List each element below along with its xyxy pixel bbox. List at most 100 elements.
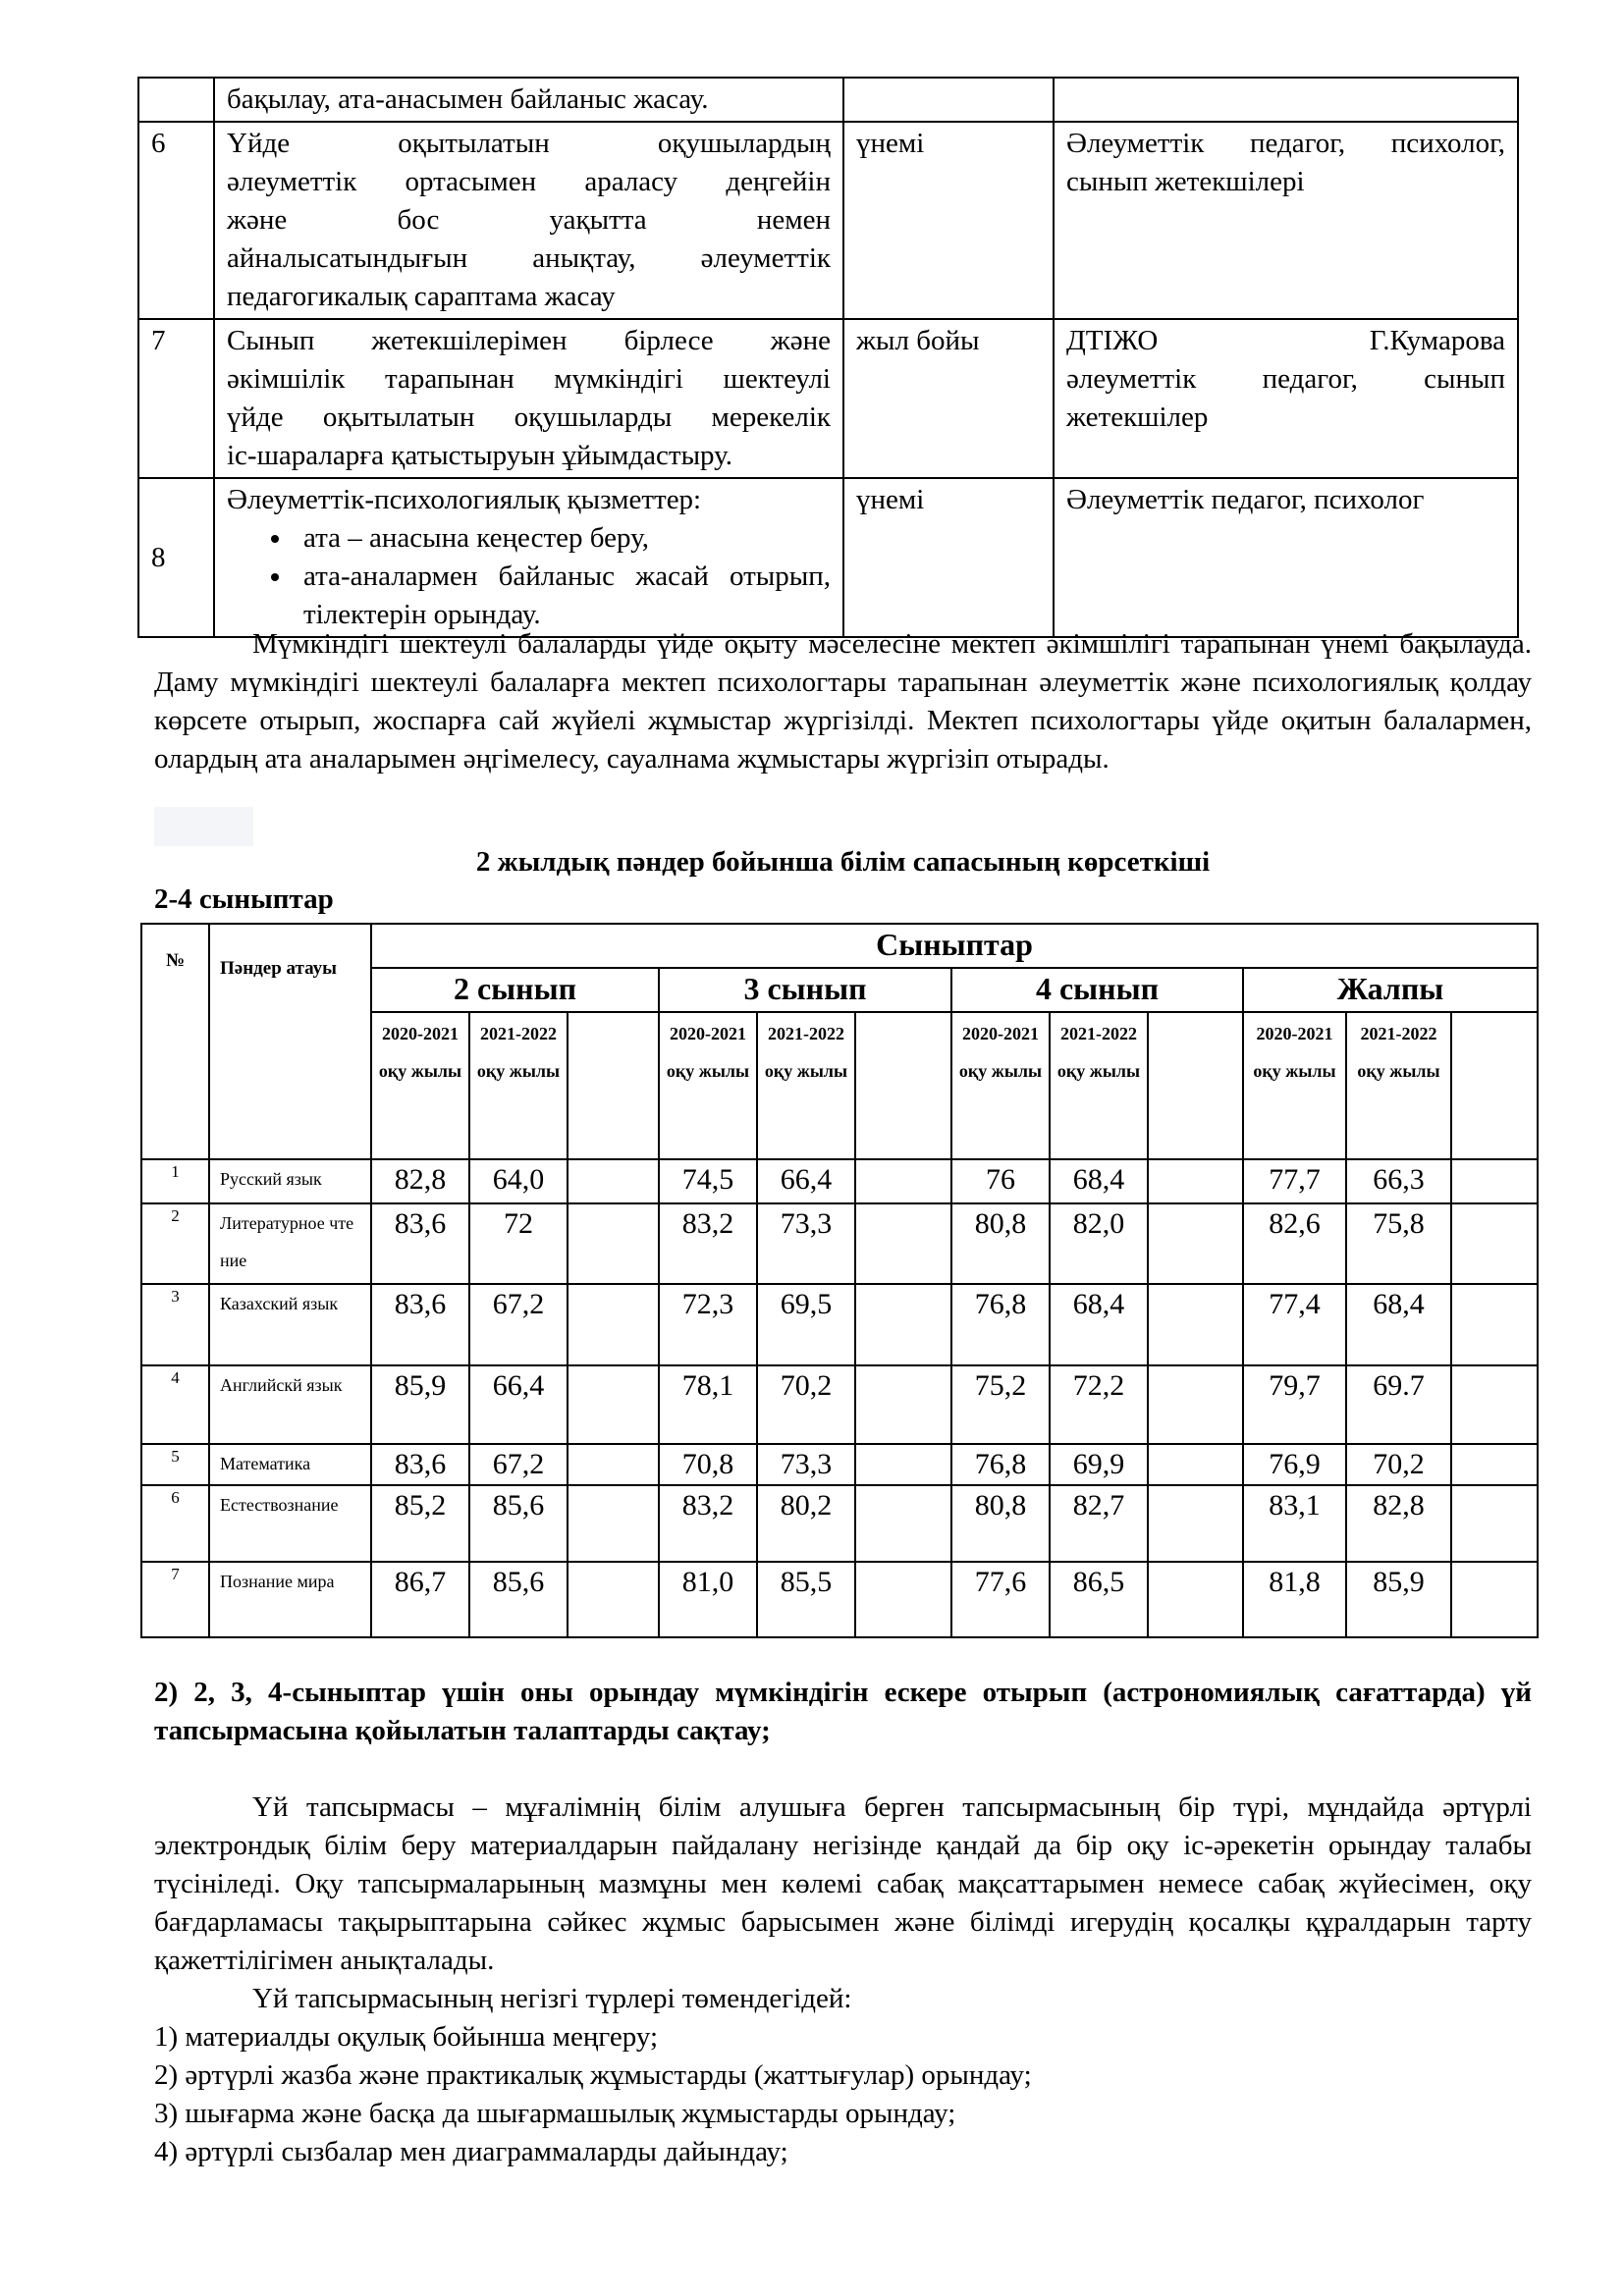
paragraph-types: Үй тапсырмасының негізгі түрлері төменде… [252,1983,852,2014]
empty-cell [1147,1011,1244,1160]
header-row: № Пәндер атауы Сыныптар [140,923,1540,1160]
table-row: 7 Познание мира 86,7 85,6 81,0 85,5 77,6 86,5 81… [140,1561,1540,1638]
year-row: 2020-2021 оқу жылы 2021-2022 оқу жылы 2020… [141,1011,1540,1160]
empty-cell [1147,1561,1244,1638]
activity-cell: Үйде оқытылатын оқушылардың әлеуметтік ор… [213,121,844,320]
empty-cell [567,1011,660,1160]
empty-cell [1147,1364,1244,1445]
plan-row: 7 Сынып жетекшілерімен бірлесе және әкімші… [137,318,1519,479]
responsible-line: Әлеуметтік педагог, психолог [1066,484,1425,515]
year-header: 2021-2022 оқу жылы [1345,1011,1452,1160]
activity-cell: Сынып жетекшілерімен бірлесе және әкімшіл… [213,318,844,479]
empty-cell [1449,1011,1540,1160]
frequency-cell [842,77,1055,123]
value-cell: 64,0 [468,1158,568,1204]
value-cell: 74,5 [658,1158,758,1204]
responsible-line: әлеуметтік педагог, сынып [1066,363,1505,395]
table-row: 3 Казахский язык 83,6 67,2 72,3 69,5 76,8 68,4 7… [140,1283,1540,1366]
activity-line: әкімшілік тарапынан мүмкіндігі шектеулі [227,363,831,395]
plan-table: бақылау, ата-анасымен байланыс жасау. 6 Үй… [137,77,1519,638]
empty-cell [567,1561,660,1638]
empty-cell [854,1561,952,1638]
quality-table: № Пәндер атауы Сыныптар 2 сынып 3 сынып 4 сын… [140,923,1540,1638]
value-cell: 69,5 [756,1283,856,1366]
empty-cell [1449,1364,1540,1445]
section-heading: 2) 2, 3, 4-сыныптар үшін оны орындау мүм… [154,1677,1532,1746]
frequency-cell: үнемі [842,121,1055,320]
value-cell: 68,4 [1049,1158,1149,1204]
responsible-line: сынып жетекшілері [1066,166,1305,197]
value-cell: 83,6 [370,1443,470,1486]
num-header: № [140,923,210,1160]
value-cell: 81,8 [1242,1561,1347,1638]
empty-cell [567,1484,660,1563]
subject-header: Пәндер атауы [208,923,372,1160]
year-header: 2020-2021 оқу жылы [1242,1011,1347,1160]
row-number: 3 [140,1283,210,1366]
value-cell: 83,2 [658,1202,758,1285]
value-cell: 86,7 [370,1561,470,1638]
empty-cell [854,1283,952,1366]
value-cell: 72,3 [658,1283,758,1366]
table-row: 2 Литературное чтение 83,6 72 83,2 73,3 80,8 82… [140,1202,1540,1285]
homework-types-list: 1) материалды оқулық бойынша меңгеру; 2) … [154,2018,1532,2171]
year-header: 2021-2022 оқу жылы [468,1011,568,1160]
row-number: 7 [140,1561,210,1638]
group-header: Жалпы [1241,967,1540,1013]
activity-cell: Әлеуметтік-психологиялық қызметтер: ата –… [213,477,844,638]
value-cell: 80,2 [756,1484,856,1563]
value-cell: 82,6 [1242,1202,1347,1285]
empty-cell [854,1158,952,1204]
group-header: 2 сынып [370,967,660,1013]
year-header: 2020-2021 оқу жылы [950,1011,1051,1160]
activity-line: педагогикалық сараптама жасау [227,281,616,312]
value-cell: 69.7 [1345,1364,1452,1445]
value-cell: 77,4 [1242,1283,1347,1366]
year-header: 2020-2021 оқу жылы [370,1011,470,1160]
empty-cell [1147,1158,1244,1204]
group-header: 4 сынып [950,967,1244,1013]
row-number: 2 [140,1202,210,1285]
row-number: 4 [140,1364,210,1445]
value-cell: 85,6 [468,1484,568,1563]
responsible-cell: Әлеуметтік педагог, психолог, сынып жетек… [1053,121,1519,320]
value-cell: 80,8 [950,1202,1051,1285]
empty-cell [1449,1158,1540,1204]
empty-cell [1449,1283,1540,1366]
row-number: 7 [137,318,215,479]
value-cell: 67,2 [468,1283,568,1366]
activity-cell: бақылау, ата-анасымен байланыс жасау. [213,77,844,123]
value-cell: 76 [950,1158,1051,1204]
row-number: 5 [140,1443,210,1486]
value-cell: 85,9 [1345,1561,1452,1638]
value-cell: 75,8 [1345,1202,1452,1285]
empty-cell [854,1443,952,1486]
value-cell: 86,5 [1049,1561,1149,1638]
subject-name: Естествознание [208,1484,372,1563]
plan-row: 8 Әлеуметтік-психологиялық қызметтер: ата … [137,477,1519,638]
value-cell: 76,9 [1242,1443,1347,1486]
empty-cell [1147,1202,1244,1285]
empty-cell [1147,1443,1244,1486]
empty-cell [854,1364,952,1445]
value-cell: 66,4 [756,1158,856,1204]
bullet-item: ата-аналармен байланыс жасай отырып, тіл… [294,558,831,634]
empty-cell [567,1364,660,1445]
value-cell: 79,7 [1242,1364,1347,1445]
responsible-line: жетекшілер [1066,401,1209,433]
activity-line: Үйде оқытылатын оқушылардың [227,128,831,159]
empty-cell [567,1283,660,1366]
subject-name: Математика [208,1443,372,1486]
empty-cell [1449,1202,1540,1285]
row-number: 8 [137,477,215,638]
responsible-line: Әлеуметтік педагог, психолог, [1066,128,1505,159]
responsible-line: ДТІЖО Г.Кумарова [1066,325,1505,356]
value-cell: 85,2 [370,1484,470,1563]
activity-line: Әлеуметтік-психологиялық қызметтер: [227,484,702,515]
value-cell: 76,8 [950,1443,1051,1486]
table-subtitle: 2-4 сыныптар [154,883,334,915]
value-cell: 67,2 [468,1443,568,1486]
list-item: 3) шығарма және басқа да шығармашылық жұ… [154,2098,956,2129]
subject-name: Познание мира [208,1561,372,1638]
value-cell: 82,7 [1049,1484,1149,1563]
